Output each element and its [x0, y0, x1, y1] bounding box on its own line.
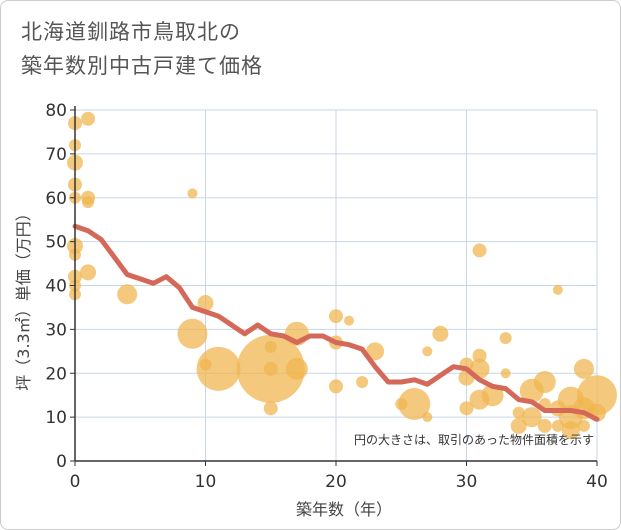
data-bubble: [117, 284, 138, 305]
data-bubble: [432, 325, 449, 342]
y-tick-label: 40: [45, 277, 67, 297]
data-bubble: [500, 368, 511, 379]
chart-axes: [70, 106, 598, 466]
data-bubble: [395, 397, 408, 410]
data-bubble: [577, 375, 617, 416]
chart-title-line2: 築年数別中古戸建て価格: [21, 54, 263, 78]
data-bubble: [537, 418, 552, 433]
data-bubble: [329, 309, 343, 324]
x-axis-label: 築年数（年）: [296, 500, 392, 519]
y-tick-label: 60: [45, 189, 67, 209]
data-bubble: [81, 111, 96, 126]
data-bubble: [499, 332, 512, 345]
data-bubble: [422, 412, 433, 423]
chart-grid: [75, 109, 598, 461]
data-bubble: [329, 379, 343, 394]
data-bubble: [561, 421, 580, 440]
data-bubble: [422, 346, 433, 357]
bubble-size-note: 円の大きさは、取引のあった物件面積を示す: [354, 432, 594, 447]
data-bubble: [510, 417, 527, 434]
chart-tick-labels: 0 10 20 30 40 50 60 70 80 0 10 20 30 40: [45, 101, 607, 492]
y-tick-label: 20: [45, 364, 67, 384]
y-tick-label: 70: [45, 145, 67, 165]
data-bubble: [196, 346, 241, 391]
data-bubble: [263, 361, 278, 376]
data-bubble: [533, 371, 556, 394]
y-axis-label: 坪（3.3㎡）単価（万円）: [14, 205, 33, 390]
data-bubble: [285, 357, 308, 380]
bubble-series: [67, 111, 617, 440]
chart-title-line1: 北海道釧路市鳥取北の: [21, 20, 241, 44]
data-bubble: [552, 284, 563, 295]
data-bubble: [472, 243, 487, 258]
chart-title: 北海道釧路市鳥取北の 築年数別中古戸建て価格: [21, 15, 263, 83]
x-tick-label: 0: [70, 472, 81, 492]
data-bubble: [573, 358, 594, 379]
data-bubble: [521, 407, 542, 428]
data-bubble: [459, 401, 474, 416]
data-bubble: [356, 376, 369, 389]
data-bubble: [398, 387, 431, 420]
data-bubble: [512, 406, 525, 419]
data-bubble: [472, 348, 487, 363]
x-tick-label: 40: [586, 472, 608, 492]
data-bubble: [177, 318, 208, 349]
data-bubble: [263, 401, 278, 416]
y-tick-label: 50: [45, 233, 67, 253]
y-tick-label: 80: [45, 101, 67, 121]
data-bubble: [197, 295, 214, 312]
y-tick-label: 10: [45, 408, 67, 428]
average-line-series: [72, 223, 600, 422]
average-price-line: [72, 223, 600, 422]
data-bubble: [366, 342, 385, 361]
data-bubble: [344, 315, 355, 326]
data-bubble: [264, 340, 277, 353]
data-bubble: [80, 264, 97, 281]
y-tick-label: 0: [56, 452, 67, 472]
data-bubble: [187, 188, 198, 199]
data-bubble: [82, 196, 95, 209]
y-tick-label: 30: [45, 320, 67, 340]
x-tick-label: 30: [456, 472, 478, 492]
data-bubble: [577, 419, 590, 432]
x-tick-label: 20: [325, 472, 347, 492]
x-tick-label: 10: [195, 472, 217, 492]
